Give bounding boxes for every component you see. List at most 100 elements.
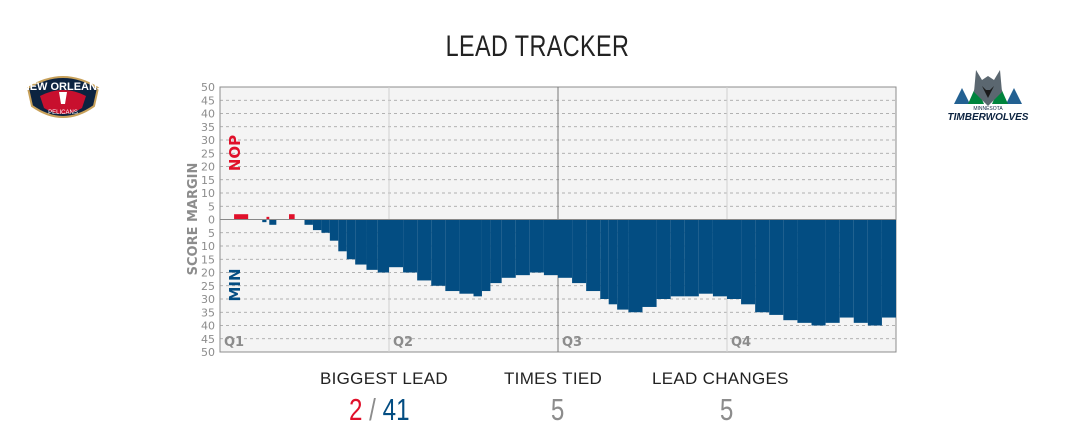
margin-bar-away — [572, 219, 587, 284]
y-tick-label: 25 — [201, 147, 215, 160]
margin-bar-away — [377, 219, 389, 273]
y-tick-label: 15 — [201, 174, 215, 187]
margin-bar-away — [459, 219, 474, 294]
margin-bar-away — [269, 219, 277, 225]
y-tick-label: 50 — [201, 346, 215, 359]
margin-bar-away — [608, 219, 618, 305]
margin-bar-away — [684, 219, 699, 297]
y-tick-label: 30 — [201, 134, 215, 147]
margin-bar-away — [417, 219, 432, 281]
y-tick-label: 5 — [208, 227, 215, 240]
margin-bar-away — [543, 219, 558, 276]
margin-bar-away — [839, 219, 854, 318]
biggest-lead-home: 2 — [349, 392, 363, 427]
pelicans-logo-text-top: NEW ORLEANS — [22, 81, 104, 93]
margin-bar-away — [825, 219, 840, 323]
margin-bar-away — [329, 219, 339, 241]
y-tick-label: 40 — [201, 108, 215, 121]
margin-bar-away — [321, 219, 330, 233]
margin-bar-away — [403, 219, 418, 273]
quarter-label: Q2 — [393, 335, 413, 350]
margin-bar-away — [769, 219, 784, 315]
margin-bar-away — [628, 219, 643, 313]
quarter-label: Q1 — [224, 335, 244, 350]
margin-bar-away — [727, 219, 742, 299]
y-tick-label: 20 — [201, 161, 215, 174]
lead-changes-value: 5 — [719, 392, 734, 427]
margin-bar-home — [234, 214, 249, 220]
margin-bar-away — [366, 219, 378, 270]
margin-bar-away — [338, 219, 347, 252]
y-tick-label: 35 — [201, 306, 215, 319]
margin-bar-away — [262, 219, 267, 223]
stat-label-lead-changes: LEAD CHANGES — [652, 369, 789, 388]
margin-bar-away — [431, 219, 446, 286]
y-tick-label: 45 — [201, 333, 215, 346]
margin-bar-away — [445, 219, 460, 292]
margin-bar-away — [346, 219, 356, 260]
y-tick-label: 40 — [201, 320, 215, 333]
margin-bar-away — [312, 219, 322, 231]
team-label-nop: NOP — [226, 135, 244, 171]
margin-bar-away — [656, 219, 671, 299]
stat-label-biggest-lead: BIGGEST LEAD — [320, 369, 448, 388]
margin-bar-away — [617, 219, 629, 310]
y-tick-label: 20 — [201, 267, 215, 280]
margin-bar-away — [867, 219, 882, 326]
y-tick-label: 35 — [201, 121, 215, 134]
margin-bar-away — [642, 219, 657, 307]
pelicans-logo-text-bottom: PELICANS — [48, 110, 78, 116]
team-label-min: MIN — [226, 268, 244, 301]
chart-title: LEAD TRACKER — [445, 30, 630, 63]
y-tick-label: 10 — [201, 240, 215, 253]
stat-label-times-tied: TIMES TIED — [504, 369, 603, 388]
margin-bar-away — [712, 219, 727, 297]
margin-bar-away — [355, 219, 367, 265]
biggest-lead-values: 2 / 41 — [349, 392, 410, 428]
margin-bar-home — [266, 216, 270, 220]
margin-bar-away — [783, 219, 798, 321]
y-tick-label: 50 — [201, 81, 215, 94]
y-tick-label: 10 — [201, 187, 215, 200]
y-axis-label: SCORE MARGIN — [186, 163, 201, 276]
margin-bar-away — [473, 219, 482, 297]
margin-bar-away — [481, 219, 491, 292]
margin-bar-home — [289, 214, 295, 220]
margin-bars — [234, 214, 896, 326]
quarter-labels: Q1 Q2 Q3 Q4 — [224, 335, 751, 350]
margin-bar-away — [529, 219, 544, 273]
y-tick-label: 0 — [208, 214, 215, 227]
margin-bar-away — [853, 219, 868, 323]
y-tick-label: 5 — [208, 200, 215, 213]
timberwolves-logo-text-bottom: TIMBERWOLVES — [948, 112, 1029, 123]
quarter-label: Q3 — [562, 335, 582, 350]
margin-bar-away — [515, 219, 530, 276]
margin-bar-away — [490, 219, 502, 284]
margin-bar-away — [501, 219, 516, 278]
margin-bar-away — [586, 219, 601, 292]
margin-bar-away — [600, 219, 609, 299]
pelicans-logo: NEW ORLEANS PELICANS — [22, 76, 104, 118]
y-tick-label: 25 — [201, 280, 215, 293]
timberwolves-logo: MINNESOTA TIMBERWOLVES — [948, 70, 1029, 123]
timberwolves-logo-text-top: MINNESOTA — [973, 106, 1003, 112]
y-tick-label: 30 — [201, 293, 215, 306]
margin-bar-away — [304, 219, 313, 225]
margin-bar-away — [558, 219, 573, 278]
margin-bar-away — [881, 219, 896, 318]
margin-bar-away — [755, 219, 770, 313]
margin-bar-away — [698, 219, 713, 294]
margin-bar-away — [389, 219, 404, 268]
margin-bar-away — [741, 219, 756, 305]
y-tick-label: 15 — [201, 253, 215, 266]
biggest-lead-separator: / — [369, 392, 376, 427]
quarter-label: Q4 — [731, 335, 751, 350]
margin-bar-away — [811, 219, 826, 326]
margin-bar-away — [797, 219, 812, 323]
times-tied-value: 5 — [550, 392, 565, 427]
margin-bar-away — [670, 219, 685, 297]
biggest-lead-away: 41 — [382, 392, 410, 427]
y-tick-label: 45 — [201, 94, 215, 107]
